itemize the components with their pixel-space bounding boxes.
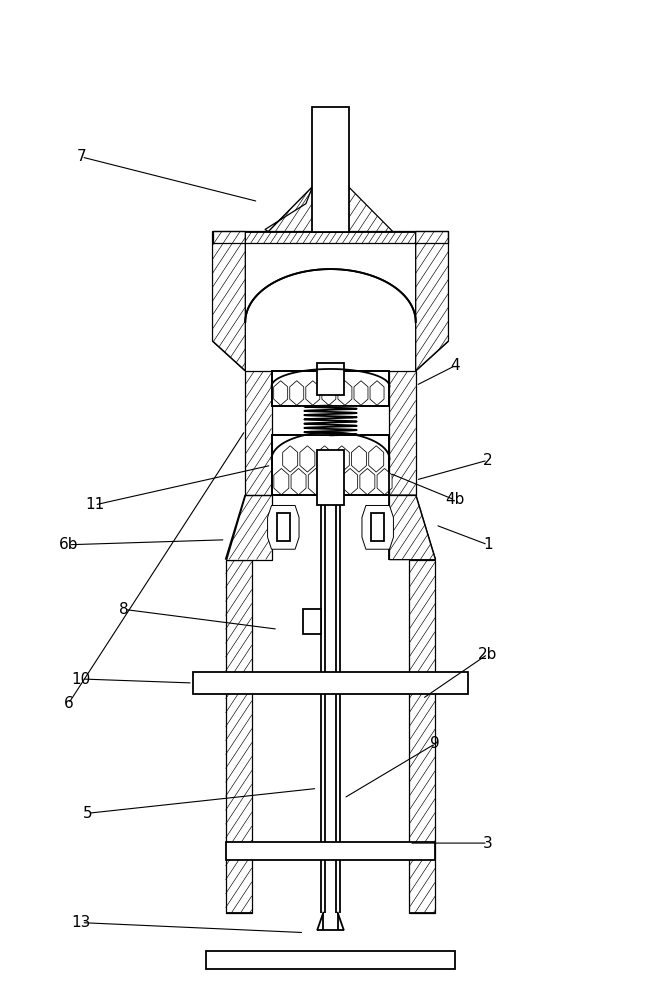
Bar <box>245 231 416 371</box>
Bar <box>245 371 272 495</box>
Polygon shape <box>389 495 436 560</box>
Text: 2b: 2b <box>478 647 498 662</box>
Bar <box>371 513 384 541</box>
Bar <box>317 450 344 505</box>
Bar <box>277 513 290 541</box>
Bar <box>225 842 436 860</box>
Text: 4: 4 <box>450 358 460 373</box>
Bar <box>193 672 468 694</box>
Bar <box>313 107 348 232</box>
Text: 8: 8 <box>119 602 129 617</box>
Bar <box>303 609 321 634</box>
Polygon shape <box>213 232 245 371</box>
Bar <box>206 951 455 969</box>
Bar <box>272 371 389 406</box>
Bar <box>225 560 252 913</box>
Bar <box>272 371 389 406</box>
Text: 4b: 4b <box>446 492 465 507</box>
Bar <box>317 363 344 395</box>
Text: 13: 13 <box>72 915 91 930</box>
Bar <box>409 560 436 913</box>
Polygon shape <box>362 505 393 549</box>
Text: 10: 10 <box>72 672 91 686</box>
Text: 3: 3 <box>483 836 492 851</box>
Text: 7: 7 <box>77 149 86 164</box>
Polygon shape <box>268 187 393 232</box>
Bar <box>272 435 389 495</box>
Bar <box>272 435 389 495</box>
Text: 6b: 6b <box>59 537 78 552</box>
Text: 5: 5 <box>83 806 93 821</box>
Text: 11: 11 <box>85 497 104 512</box>
Bar <box>213 231 448 243</box>
Polygon shape <box>416 232 448 371</box>
Text: 6: 6 <box>63 696 73 711</box>
Polygon shape <box>225 495 272 560</box>
Polygon shape <box>268 505 299 549</box>
Bar <box>389 371 416 495</box>
Text: 1: 1 <box>483 537 492 552</box>
Text: 9: 9 <box>430 736 440 751</box>
Text: 2: 2 <box>483 453 492 468</box>
Bar <box>301 406 360 435</box>
Polygon shape <box>265 187 313 232</box>
